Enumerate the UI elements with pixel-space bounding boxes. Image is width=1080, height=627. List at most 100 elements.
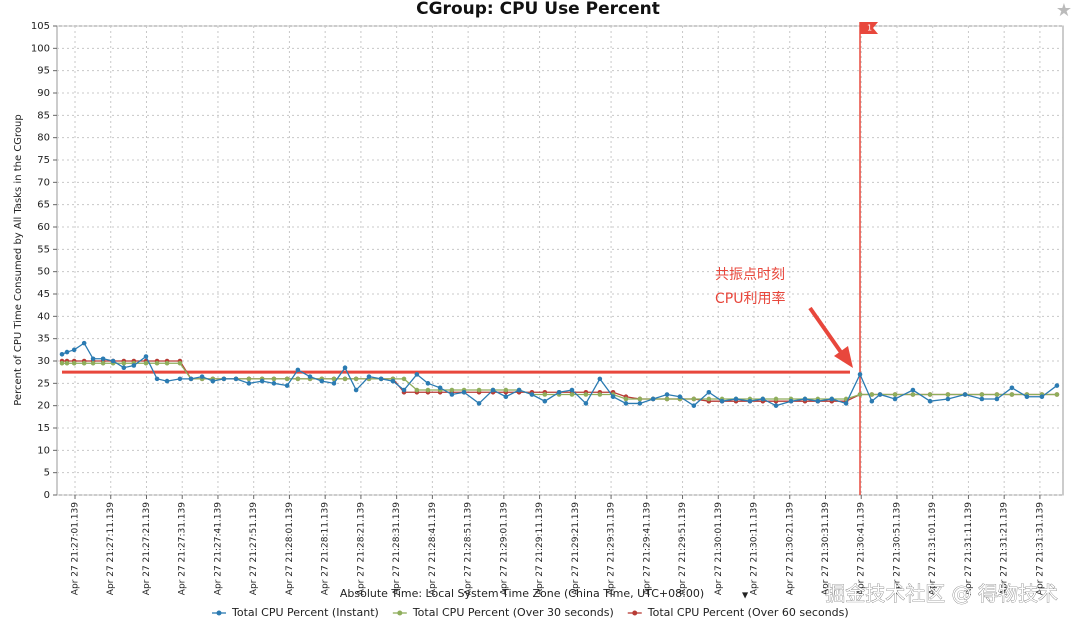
x-tick-label: Apr 27 21:30:51.139 — [892, 502, 902, 595]
data-point — [177, 360, 183, 366]
y-tick-label: 45 — [37, 289, 50, 300]
data-point — [815, 398, 821, 404]
data-point — [610, 394, 616, 400]
y-tick-label: 90 — [37, 88, 50, 99]
plot-area — [56, 25, 1064, 496]
data-point — [1039, 394, 1045, 400]
data-point — [637, 396, 643, 402]
data-point — [59, 360, 65, 366]
data-point — [1009, 385, 1015, 391]
annotation-arrowhead — [834, 346, 853, 368]
x-axis-label: Absolute Time: Local System Time Zone (C… — [340, 587, 704, 600]
data-point — [188, 376, 194, 382]
event-flag-label: 1 — [867, 24, 872, 33]
x-tick-label: Apr 27 21:28:21.139 — [356, 502, 366, 595]
data-point — [449, 392, 455, 397]
data-point — [353, 387, 359, 393]
data-point — [121, 360, 127, 366]
x-tick-label: Apr 27 21:27:21.139 — [142, 502, 152, 595]
y-tick-label: 100 — [31, 43, 50, 54]
data-point — [476, 401, 482, 406]
data-point — [246, 381, 252, 386]
data-point — [154, 360, 160, 366]
data-point — [556, 389, 562, 395]
data-point — [869, 392, 875, 397]
data-point — [597, 392, 603, 397]
data-point — [892, 392, 898, 397]
data-point — [378, 376, 384, 382]
data-point — [945, 396, 951, 402]
data-point — [994, 396, 1000, 402]
x-tick-label: Apr 27 21:31:31.139 — [1035, 502, 1045, 595]
data-point — [199, 374, 205, 379]
data-point — [877, 392, 883, 397]
data-point — [414, 387, 420, 393]
data-point — [366, 374, 372, 379]
x-tick-label: Apr 27 21:30:21.139 — [785, 502, 795, 595]
data-point — [64, 349, 70, 355]
data-point — [81, 360, 87, 366]
x-tick-label: Apr 27 21:29:51.139 — [678, 502, 688, 595]
data-point — [414, 372, 420, 377]
data-point — [177, 376, 183, 382]
x-tick-label: Apr 27 21:31:21.139 — [1000, 502, 1010, 595]
data-point — [979, 392, 985, 397]
y-tick-label: 60 — [37, 222, 50, 233]
data-point — [425, 381, 431, 386]
y-tick-label: 95 — [37, 66, 50, 77]
data-point — [271, 381, 277, 386]
data-point — [154, 376, 160, 382]
data-point — [503, 394, 509, 400]
legend-label: Total CPU Percent (Over 30 seconds) — [412, 606, 614, 619]
data-point — [425, 387, 431, 393]
annotation-text: CPU利用率 — [715, 290, 785, 307]
data-point — [583, 392, 589, 397]
data-point — [131, 363, 137, 368]
y-tick-label: 25 — [37, 378, 50, 389]
data-point — [390, 378, 396, 384]
annotation-text: 共振点时刻 — [715, 267, 785, 283]
star-icon[interactable]: ★ — [1056, 0, 1072, 21]
y-axis-label: Percent of CPU Time Consumed by All Task… — [13, 114, 24, 406]
y-tick-label: 80 — [37, 133, 50, 144]
data-point — [857, 372, 863, 377]
data-point — [927, 392, 933, 397]
data-point — [210, 378, 216, 384]
y-tick-label: 105 — [31, 21, 50, 32]
x-tick-label: Apr 27 21:28:11.139 — [321, 502, 331, 595]
data-point — [164, 360, 170, 366]
y-tick-label: 35 — [37, 334, 50, 345]
y-tick-label: 5 — [44, 468, 50, 479]
x-tick-label: Apr 27 21:27:41.139 — [213, 502, 223, 595]
data-point — [927, 398, 933, 404]
data-point — [90, 356, 96, 362]
y-tick-label: 65 — [37, 200, 50, 211]
data-point — [81, 340, 87, 346]
data-point — [164, 378, 170, 384]
data-point — [623, 396, 629, 402]
legend-marker — [632, 610, 638, 616]
x-tick-label: Apr 27 21:29:11.139 — [535, 502, 545, 595]
y-tick-label: 15 — [37, 423, 50, 434]
data-point — [597, 376, 603, 382]
data-point — [892, 396, 898, 402]
dropdown-arrow[interactable]: ▼ — [742, 591, 749, 600]
x-tick-label: Apr 27 21:27:31.139 — [178, 502, 188, 595]
data-point — [449, 387, 455, 393]
x-tick-label: Apr 27 21:28:01.139 — [285, 502, 295, 595]
event-flag — [860, 22, 879, 34]
data-point — [719, 398, 725, 404]
data-point — [342, 365, 348, 371]
x-tick-label: Apr 27 21:28:51.139 — [464, 502, 474, 595]
data-point — [353, 376, 359, 382]
x-tick-label: Apr 27 21:31:11.139 — [964, 502, 974, 595]
y-tick-label: 0 — [44, 490, 50, 501]
data-point — [691, 403, 697, 408]
x-tick-label: Apr 27 21:28:31.139 — [392, 502, 402, 595]
data-point — [284, 383, 290, 388]
data-point — [476, 387, 482, 393]
chart-title: CGroup: CPU Use Percent — [416, 0, 660, 19]
data-point — [1024, 394, 1030, 400]
x-tick-label: Apr 27 21:28:41.139 — [428, 502, 438, 595]
